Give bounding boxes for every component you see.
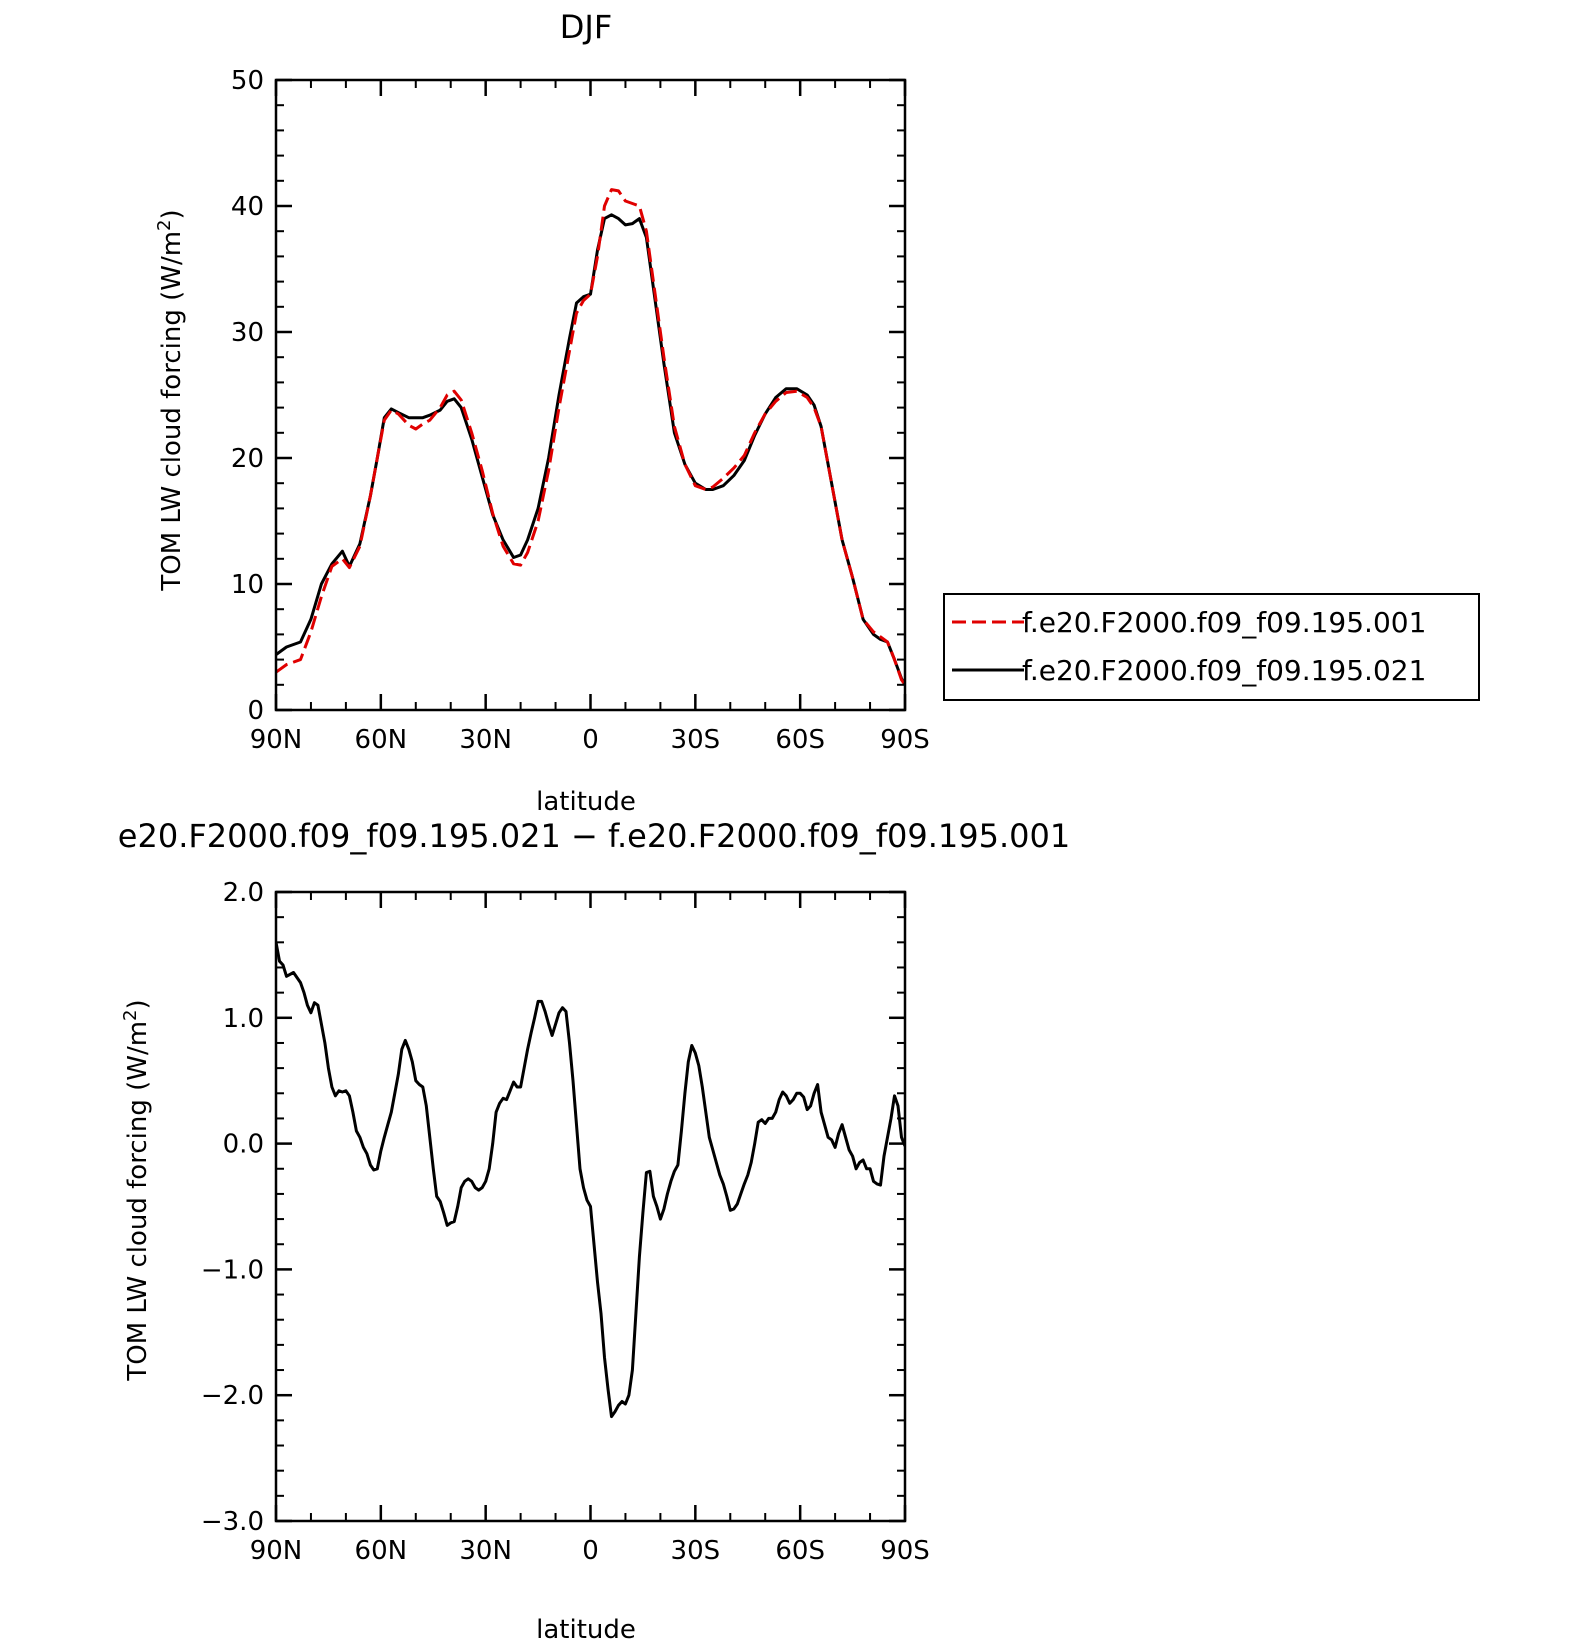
top-y-axis-title: TOM LW cloud forcing (W/m2) xyxy=(154,209,187,591)
series-line-1-0 xyxy=(276,942,905,1419)
x-tick-label-1-3: 0 xyxy=(582,1536,599,1566)
bottom-y-axis-title-sup: 2 xyxy=(120,1010,141,1021)
x-tick-label-1-6: 90S xyxy=(880,1536,930,1566)
y-tick-label-1-5: 2.0 xyxy=(223,878,264,908)
x-tick-label-1-4: 30S xyxy=(671,1536,721,1566)
x-tick-label-0-6: 90S xyxy=(880,725,930,755)
x-tick-label-0-5: 60S xyxy=(775,725,825,755)
x-tick-label-1-2: 30N xyxy=(459,1536,512,1566)
top-plot-area: 0 10 20 30 40 50 90N 60N 30N 0 30S 60S 90S xyxy=(231,66,930,755)
series-line-0-1 xyxy=(276,213,905,686)
y-tick-label-0-2: 20 xyxy=(231,444,264,474)
x-tick-label-0-2: 30N xyxy=(459,725,512,755)
x-tick-label-0-3: 0 xyxy=(582,725,599,755)
bottom-x-axis-title: latitude xyxy=(536,1615,636,1641)
top-x-axis-title: latitude xyxy=(536,787,636,817)
x-tick-label-0-0: 90N xyxy=(250,725,303,755)
y-tick-label-1-0: −3.0 xyxy=(201,1507,264,1537)
bottom-y-axis-title: TOM LW cloud forcing (W/m2) xyxy=(120,999,153,1381)
bottom-y-axis-title-main: TOM LW cloud forcing (W/m xyxy=(123,1021,153,1382)
top-panel: DJF 0 10 20 30 40 50 90N 60N 30N 0 30S 60S 90S latit… xyxy=(154,8,1480,817)
x-tick-label-1-1: 60N xyxy=(355,1536,408,1566)
x-tick-label-1-5: 60S xyxy=(775,1536,825,1566)
plot-frame-0 xyxy=(274,78,907,712)
x-tick-label-0-4: 30S xyxy=(671,725,721,755)
legend-label-0: f.e20.F2000.f09_f09.195.001 xyxy=(1022,606,1426,639)
x-tick-label-0-1: 60N xyxy=(355,725,408,755)
top-chart-title: DJF xyxy=(560,8,612,46)
y-tick-label-0-1: 10 xyxy=(231,570,264,600)
y-tick-label-1-2: −1.0 xyxy=(201,1255,264,1285)
y-tick-label-0-5: 50 xyxy=(231,66,264,96)
x-tick-label-1-0: 90N xyxy=(250,1536,303,1566)
bottom-plot-area: −3.0 −2.0 −1.0 0.0 1.0 2.0 90N 60N 30N 0 30S 60S 90S xyxy=(201,878,930,1566)
bottom-panel: e20.F2000.f09_f09.195.021 − f.e20.F2000.… xyxy=(118,817,1070,1641)
legend-label-1: f.e20.F2000.f09_f09.195.021 xyxy=(1022,654,1426,687)
bottom-y-axis-title-tail: ) xyxy=(123,999,153,1009)
top-y-axis-title-sup: 2 xyxy=(154,220,175,231)
top-y-axis-title-main: TOM LW cloud forcing (W/m xyxy=(157,231,187,592)
series-line-0-0 xyxy=(276,188,905,686)
y-tick-label-0-3: 30 xyxy=(231,318,264,348)
top-y-axis-title-tail: ) xyxy=(157,209,187,219)
y-tick-label-1-4: 1.0 xyxy=(223,1004,264,1034)
y-tick-label-1-1: −2.0 xyxy=(201,1381,264,1411)
legend-box xyxy=(943,593,1480,701)
y-tick-label-0-4: 40 xyxy=(231,192,264,222)
y-tick-label-0-0: 0 xyxy=(247,696,264,726)
y-tick-label-1-3: 0.0 xyxy=(223,1130,264,1160)
bottom-chart-title: e20.F2000.f09_f09.195.021 − f.e20.F2000.… xyxy=(118,817,1070,855)
top-legend: f.e20.F2000.f09_f09.195.001 f.e20.F2000.… xyxy=(943,593,1480,701)
